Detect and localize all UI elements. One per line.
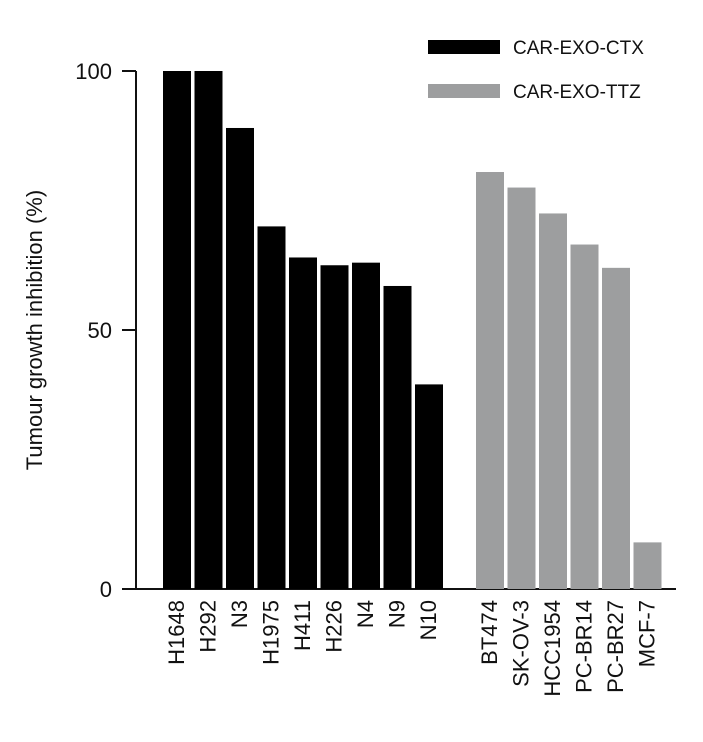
x-tick-label-bt474: BT474 [477,600,502,665]
legend-swatch-car-exo-ctx [428,40,500,54]
x-tick-label-mcf-7: MCF-7 [635,600,660,667]
legend: CAR-EXO-CTX CAR-EXO-TTZ [428,38,644,103]
bar-bt474 [476,172,504,589]
legend-swatch-car-exo-ttz [428,84,500,98]
x-tick-label-h226: H226 [322,600,347,653]
x-tick-label-sk-ov-3: SK-OV-3 [509,600,534,687]
bar-n10 [415,384,443,589]
bar-sk-ov-3 [507,187,536,590]
x-tick-label-n9: N9 [385,600,410,628]
legend-label-car-exo-ctx: CAR-EXO-CTX [513,38,644,59]
bar-pc-br27 [602,267,630,589]
x-tick-label-h1648: H1648 [164,600,189,665]
y-tick-label: 50 [88,318,112,343]
bar-n4 [352,262,380,589]
bar-h1975 [257,226,286,589]
y-axis-title: Tumour growth inhibition (%) [22,190,47,470]
bar-n3 [226,127,254,589]
bar-mcf-7 [633,542,662,589]
bar-pc-br14 [570,244,599,589]
bars [163,71,662,590]
bar-hcc1954 [539,213,567,589]
bar-h226 [320,265,349,589]
x-tick-label-h292: H292 [196,600,221,653]
bar-h411 [289,257,317,589]
x-tick-label-hcc1954: HCC1954 [540,600,565,697]
x-tick-label-n3: N3 [227,600,252,628]
category-labels: H1648 H292 N3 H1975 H411 H226 N4 N9 N10 BT474 SK-O… [164,600,660,697]
y-tick-label: 0 [100,577,112,602]
legend-label-car-exo-ttz: CAR-EXO-TTZ [513,82,641,103]
x-tick-label-n4: N4 [353,600,378,628]
y-tick-label: 100 [75,59,112,84]
y-ticks: 0 50 100 [75,59,136,602]
x-tick-label-pc-br14: PC-BR14 [572,600,597,693]
bar-h1648 [163,71,191,589]
x-tick-label-h411: H411 [290,600,315,651]
bar-n9 [383,285,412,589]
x-tick-label-h1975: H1975 [259,600,284,665]
x-tick-label-n10: N10 [416,600,441,640]
x-tick-label-pc-br27: PC-BR27 [603,600,628,693]
bar-h292 [194,71,223,589]
